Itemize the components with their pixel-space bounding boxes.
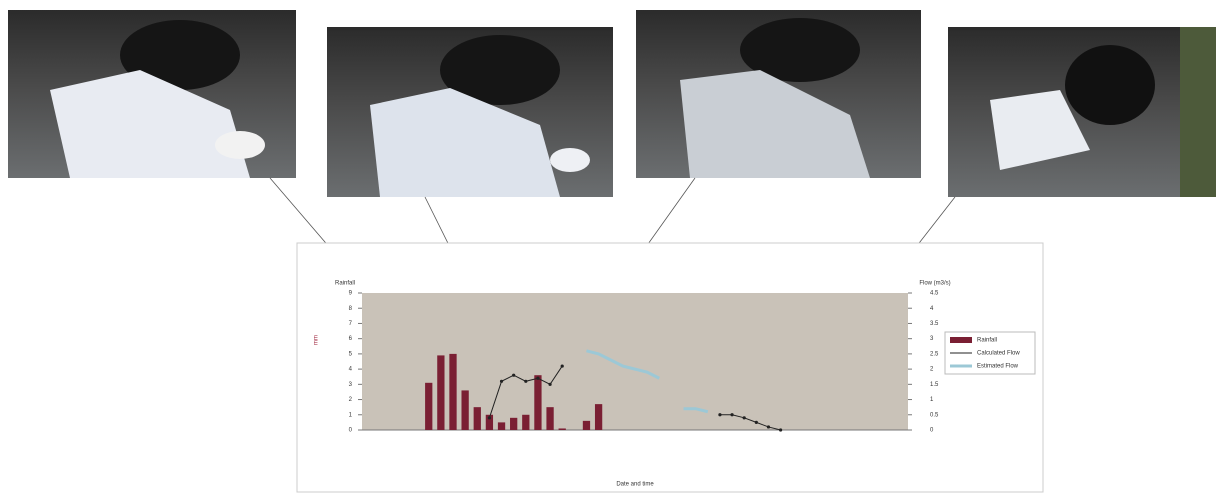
line-marker: [754, 420, 758, 424]
bar: [449, 353, 457, 430]
bar: [473, 407, 481, 430]
line-marker: [742, 416, 746, 420]
bar: [461, 390, 469, 430]
y-unit-label: mm: [314, 335, 320, 345]
bar: [510, 417, 518, 430]
legend-label: Estimated Flow: [977, 364, 1019, 370]
bar: [558, 428, 566, 430]
x-axis-title: Date and time: [616, 482, 654, 488]
y2-tick-label: 0: [930, 428, 934, 434]
y2-tick-label: 0.5: [930, 412, 939, 418]
y2-tick-label: 3: [930, 336, 934, 342]
bar: [425, 382, 433, 430]
y-tick-label: 4: [349, 367, 353, 373]
line-marker: [548, 382, 552, 386]
y2-tick-label: 4.5: [930, 291, 939, 297]
bar: [497, 422, 506, 430]
y2-tick-label: 2: [930, 367, 934, 373]
bar: [485, 414, 494, 430]
line-marker: [718, 413, 722, 417]
photo: [636, 10, 921, 178]
y2-axis-title: Flow (m3/s): [919, 281, 950, 287]
y-tick-label: 3: [349, 382, 353, 388]
photo: [327, 27, 613, 197]
y-tick-label: 6: [349, 336, 353, 342]
y-tick-label: 1: [349, 412, 353, 418]
y-tick-label: 7: [349, 321, 353, 327]
line-marker: [499, 379, 504, 383]
y2-tick-label: 1.5: [930, 382, 939, 388]
bar: [582, 420, 591, 430]
y-tick-label: 2: [349, 397, 353, 403]
line-marker: [487, 416, 491, 420]
line-marker: [560, 364, 564, 368]
line-marker: [524, 379, 528, 383]
y-tick-label: 8: [349, 306, 353, 312]
photo: [948, 27, 1216, 197]
y-axis-title: Rainfall: [335, 281, 355, 287]
photo: [8, 10, 296, 178]
bar: [546, 407, 554, 430]
bar: [437, 355, 445, 430]
line-marker: [766, 425, 771, 429]
line-marker: [512, 373, 516, 377]
bar: [594, 404, 603, 430]
y2-tick-label: 2.5: [930, 351, 939, 357]
line-marker: [779, 428, 783, 432]
line: [719, 414, 781, 431]
y2-tick-label: 3.5: [930, 321, 939, 327]
y-tick-label: 9: [349, 291, 353, 297]
legend-label: Calculated Flow: [977, 351, 1020, 357]
line-marker: [730, 413, 734, 417]
y2-tick-label: 4: [930, 306, 934, 312]
y2-tick-label: 1: [930, 397, 934, 403]
line: [586, 349, 660, 380]
line: [683, 407, 709, 414]
legend-swatch: [950, 337, 972, 343]
y-tick-label: 5: [349, 351, 353, 357]
bar: [522, 414, 530, 430]
bar: [534, 375, 542, 430]
legend-label: Rainfall: [977, 338, 997, 344]
line-marker: [536, 376, 540, 380]
y-tick-label: 0: [349, 428, 353, 434]
